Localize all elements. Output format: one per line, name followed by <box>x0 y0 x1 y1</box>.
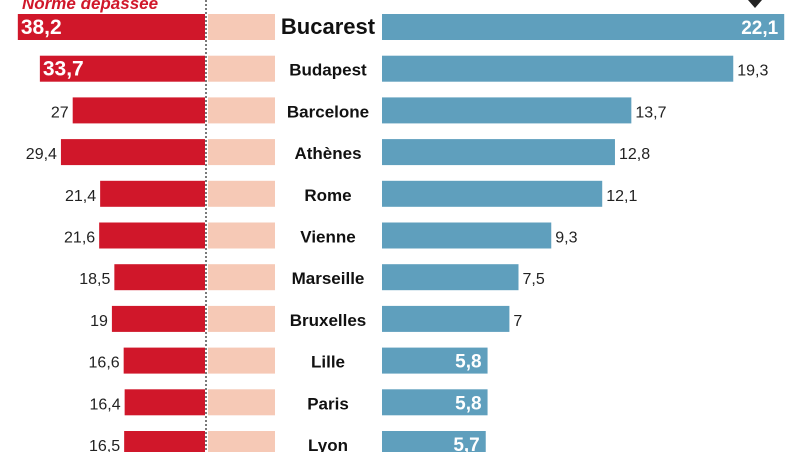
bar-threshold <box>208 55 275 82</box>
label-right: 13,7 <box>635 104 666 121</box>
label-left: 16,6 <box>89 355 120 372</box>
label-right: 5,7 <box>453 435 479 452</box>
category-label: Bucarest <box>281 14 376 39</box>
bar-right <box>382 139 615 166</box>
label-left: 38,2 <box>21 16 62 39</box>
bar-threshold <box>208 180 275 207</box>
category-label: Rome <box>304 186 351 205</box>
bar-left <box>99 222 205 249</box>
bar-threshold <box>208 305 275 332</box>
category-label: Vienne <box>300 228 355 247</box>
label-left: 19 <box>90 313 108 330</box>
bar-threshold <box>208 97 275 124</box>
label-left: 18,5 <box>79 271 110 288</box>
label-left: 21,4 <box>65 188 96 205</box>
bar-left <box>60 139 205 166</box>
bar-right <box>382 305 510 332</box>
bar-left <box>124 431 205 452</box>
label-right: 5,8 <box>455 352 481 373</box>
label-left: 33,7 <box>43 58 84 81</box>
bar-left <box>39 55 206 82</box>
bar-threshold <box>208 431 275 452</box>
label-left: 27 <box>51 104 69 121</box>
annotation-norme: Norme dépassée <box>22 0 159 13</box>
bar-threshold <box>208 139 275 166</box>
bar-right <box>382 264 519 291</box>
label-left: 16,5 <box>89 438 120 452</box>
label-right: 12,8 <box>619 146 650 163</box>
bar-right <box>382 222 552 249</box>
category-label: Paris <box>307 394 349 413</box>
label-right: 7 <box>513 313 522 330</box>
bar-left <box>124 389 205 416</box>
category-label: Athènes <box>294 144 361 163</box>
label-left: 16,4 <box>89 396 120 413</box>
bar-threshold <box>208 14 275 40</box>
label-right: 12,1 <box>606 188 637 205</box>
bar-right <box>382 347 488 374</box>
marker-icon <box>748 0 762 8</box>
label-right: 19,3 <box>737 63 768 80</box>
label-right: 7,5 <box>523 271 545 288</box>
bar-threshold <box>208 222 275 249</box>
category-label: Bruxelles <box>290 311 367 330</box>
category-label: Barcelone <box>287 102 369 121</box>
category-label: Lille <box>311 353 345 372</box>
bar-right <box>382 97 632 124</box>
bar-left <box>17 14 205 40</box>
bar-left <box>114 264 205 291</box>
bar-right <box>382 55 734 82</box>
bar-left <box>72 97 205 124</box>
bar-right <box>382 180 603 207</box>
bar-right <box>382 431 486 452</box>
label-right: 22,1 <box>741 18 778 39</box>
bar-right <box>382 389 488 416</box>
label-left: 29,4 <box>26 146 57 163</box>
category-label: Budapest <box>289 61 367 80</box>
bar-right <box>382 14 785 40</box>
category-label: Marseille <box>292 269 365 288</box>
label-left: 21,6 <box>64 230 95 247</box>
bar-threshold <box>208 389 275 416</box>
bar-left <box>100 180 205 207</box>
bar-threshold <box>208 347 275 374</box>
bar-left <box>111 305 205 332</box>
label-right: 5,8 <box>455 393 481 414</box>
bar-threshold <box>208 264 275 291</box>
category-label: Lyon <box>308 436 348 452</box>
label-right: 9,3 <box>555 230 577 247</box>
bar-left <box>123 347 205 374</box>
